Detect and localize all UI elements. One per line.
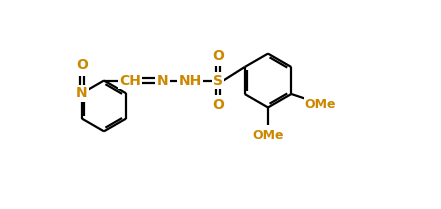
Text: N: N	[76, 86, 88, 100]
Text: N: N	[157, 74, 168, 88]
Text: NH: NH	[179, 74, 202, 88]
Text: CH: CH	[119, 74, 141, 88]
Text: O: O	[76, 58, 88, 72]
Text: S: S	[213, 74, 223, 88]
Text: O: O	[212, 98, 224, 112]
Text: OMe: OMe	[252, 129, 284, 143]
Text: OMe: OMe	[305, 98, 336, 111]
Text: O: O	[212, 49, 224, 63]
